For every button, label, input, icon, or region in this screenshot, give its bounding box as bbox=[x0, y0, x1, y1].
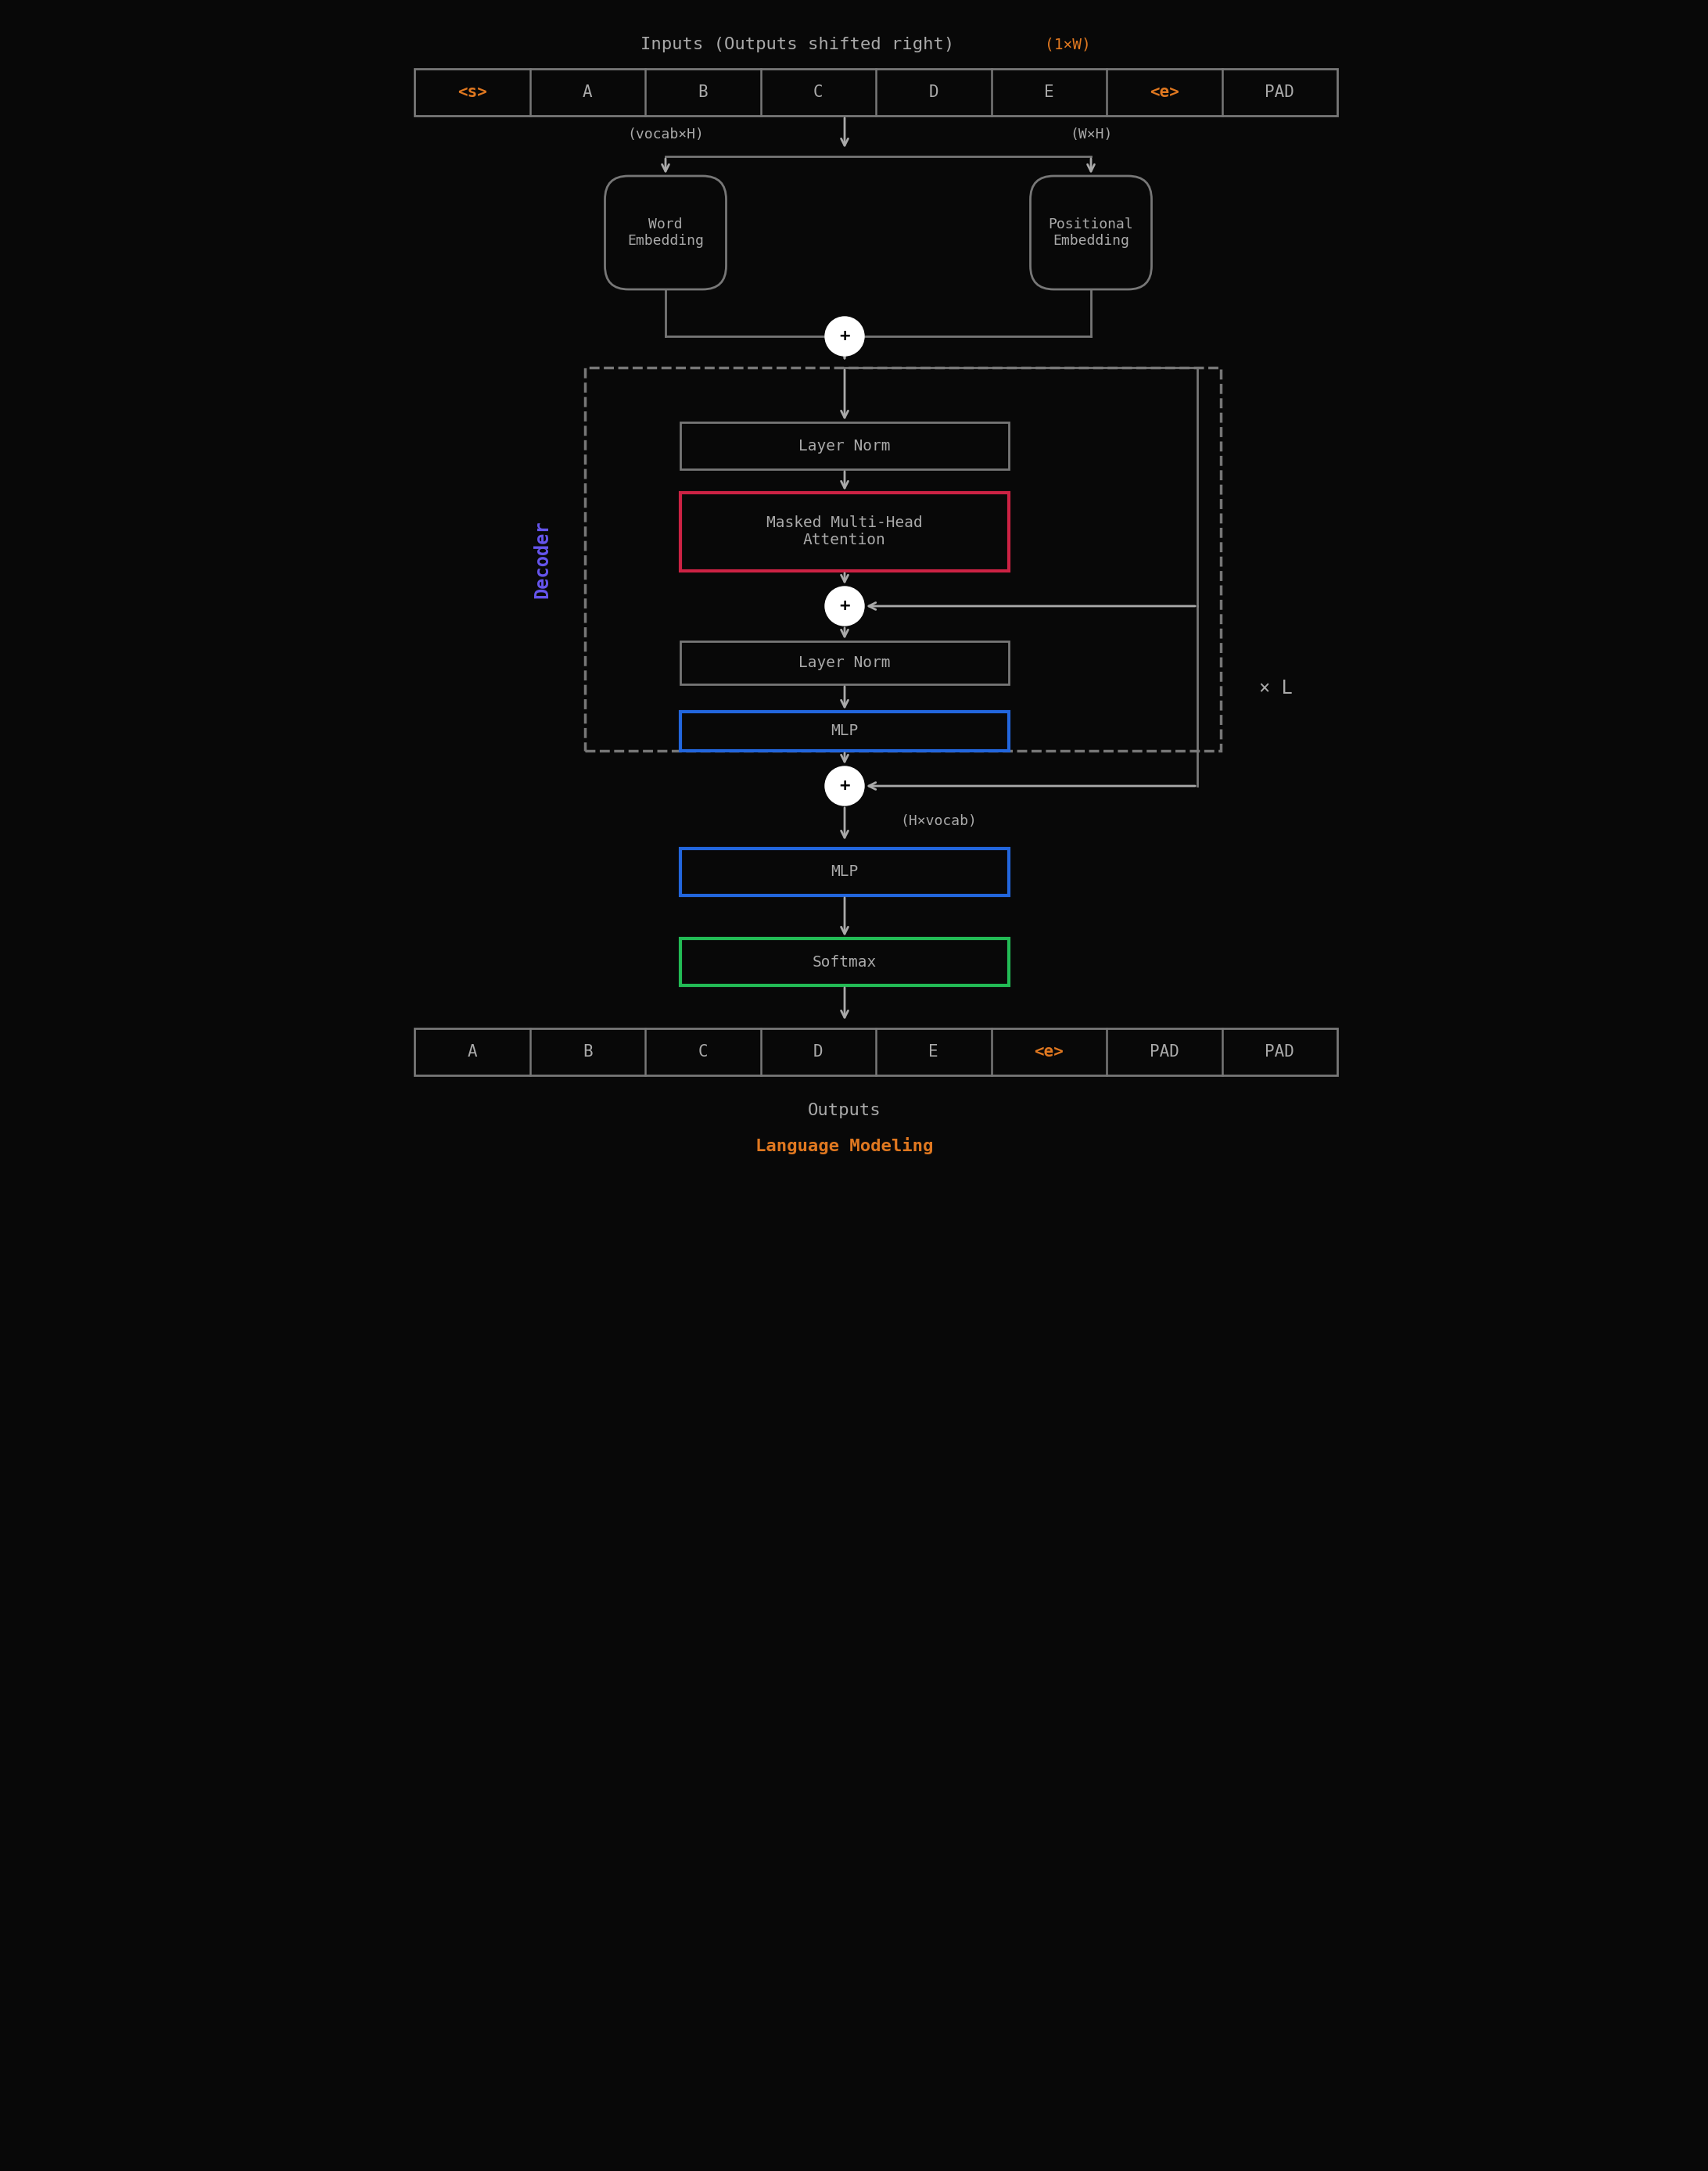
Text: Outputs: Outputs bbox=[808, 1103, 881, 1118]
Text: × L: × L bbox=[1259, 680, 1293, 697]
Text: Inputs (Outputs shifted right): Inputs (Outputs shifted right) bbox=[640, 37, 955, 52]
Text: A: A bbox=[468, 1044, 477, 1059]
Text: E: E bbox=[929, 1044, 938, 1059]
Text: +: + bbox=[839, 599, 851, 614]
FancyBboxPatch shape bbox=[680, 640, 1009, 684]
Text: (1×W): (1×W) bbox=[1045, 37, 1090, 52]
Text: B: B bbox=[699, 85, 707, 100]
Text: <s>: <s> bbox=[458, 85, 487, 100]
Text: MLP: MLP bbox=[830, 864, 859, 879]
FancyBboxPatch shape bbox=[680, 938, 1009, 986]
Text: Softmax: Softmax bbox=[813, 955, 876, 970]
FancyBboxPatch shape bbox=[605, 176, 726, 289]
FancyBboxPatch shape bbox=[584, 367, 1221, 751]
Text: C: C bbox=[699, 1044, 707, 1059]
FancyBboxPatch shape bbox=[680, 849, 1009, 894]
Text: Word
Embedding: Word Embedding bbox=[627, 217, 704, 247]
FancyBboxPatch shape bbox=[680, 712, 1009, 751]
Text: PAD: PAD bbox=[1149, 1044, 1179, 1059]
Text: B: B bbox=[582, 1044, 593, 1059]
Text: Language Modeling: Language Modeling bbox=[755, 1138, 934, 1155]
Text: D: D bbox=[929, 85, 938, 100]
Text: MLP: MLP bbox=[830, 723, 859, 738]
Circle shape bbox=[825, 766, 864, 805]
Text: <e>: <e> bbox=[1149, 85, 1179, 100]
FancyBboxPatch shape bbox=[415, 69, 1337, 115]
Text: Decoder: Decoder bbox=[533, 521, 552, 599]
Text: D: D bbox=[813, 1044, 823, 1059]
Text: PAD: PAD bbox=[1266, 1044, 1295, 1059]
FancyBboxPatch shape bbox=[415, 1029, 1337, 1075]
Text: A: A bbox=[582, 85, 593, 100]
Circle shape bbox=[825, 317, 864, 356]
Text: <e>: <e> bbox=[1033, 1044, 1064, 1059]
Text: PAD: PAD bbox=[1266, 85, 1295, 100]
Text: (vocab×H): (vocab×H) bbox=[627, 128, 704, 141]
Text: E: E bbox=[1044, 85, 1054, 100]
Text: Masked Multi-Head
Attention: Masked Multi-Head Attention bbox=[767, 517, 922, 547]
FancyBboxPatch shape bbox=[1030, 176, 1151, 289]
Text: (H×vocab): (H×vocab) bbox=[900, 814, 977, 827]
FancyBboxPatch shape bbox=[680, 493, 1009, 571]
Text: Layer Norm: Layer Norm bbox=[799, 439, 890, 454]
Text: Positional
Embedding: Positional Embedding bbox=[1049, 217, 1134, 247]
Text: +: + bbox=[839, 328, 851, 345]
Text: (W×H): (W×H) bbox=[1069, 128, 1112, 141]
Text: C: C bbox=[813, 85, 823, 100]
Circle shape bbox=[825, 586, 864, 625]
FancyBboxPatch shape bbox=[680, 423, 1009, 469]
Text: Layer Norm: Layer Norm bbox=[799, 656, 890, 671]
Text: +: + bbox=[839, 777, 851, 795]
